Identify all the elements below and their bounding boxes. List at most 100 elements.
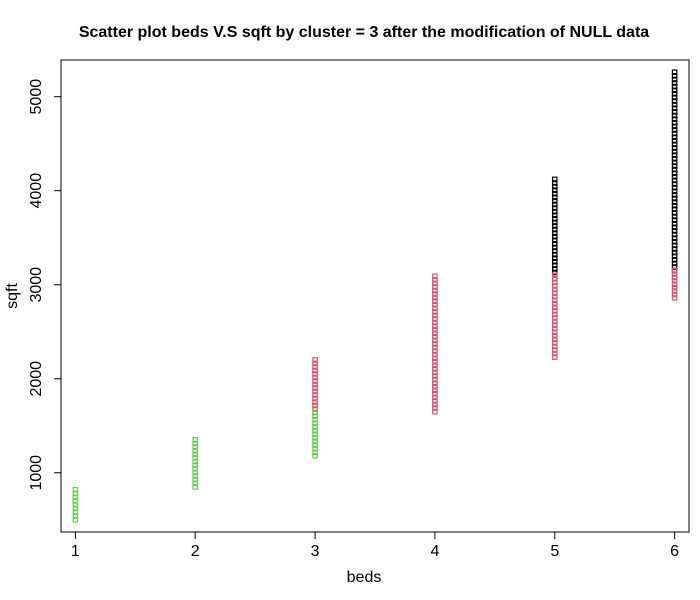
scatter-point xyxy=(671,98,678,104)
scatter-point xyxy=(432,298,438,305)
scatter-point xyxy=(312,367,318,374)
scatter-point xyxy=(671,220,678,227)
scatter-point xyxy=(432,408,438,415)
scatter-point xyxy=(312,424,318,430)
scatter-point xyxy=(192,447,199,454)
scatter-point xyxy=(671,130,678,137)
scatter-point xyxy=(432,312,438,319)
y-tick-label: 5000 xyxy=(28,79,45,115)
scatter-point xyxy=(671,213,678,220)
scatter-point xyxy=(312,417,318,423)
scatter-point xyxy=(551,176,558,183)
scatter-point xyxy=(312,406,318,412)
scatter-point xyxy=(671,195,678,202)
scatter-point xyxy=(312,438,318,445)
scatter-point xyxy=(671,134,678,140)
scatter-point xyxy=(671,291,678,298)
scatter-point xyxy=(551,241,558,247)
scatter-point xyxy=(432,351,438,358)
scatter-point xyxy=(671,112,678,119)
scatter-point xyxy=(551,354,558,360)
scatter-point xyxy=(432,366,438,372)
scatter-point xyxy=(551,279,558,286)
scatter-point xyxy=(551,332,558,339)
scatter-point xyxy=(671,278,678,284)
scatter-point xyxy=(671,83,678,90)
scatter-point xyxy=(671,94,678,101)
scatter-point xyxy=(671,80,678,86)
scatter-point xyxy=(671,137,678,144)
scatter-point xyxy=(671,295,678,301)
scatter-point xyxy=(671,281,678,288)
scatter-point xyxy=(671,177,678,184)
scatter-point xyxy=(432,376,438,383)
scatter-point xyxy=(312,399,318,405)
scatter-point xyxy=(551,304,558,311)
y-tick-label: 2000 xyxy=(28,361,45,397)
scatter-point xyxy=(671,242,678,249)
scatter-point xyxy=(671,181,678,187)
scatter-point xyxy=(671,155,678,162)
scatter-point xyxy=(671,127,678,133)
scatter-point xyxy=(551,258,558,265)
scatter-point xyxy=(551,308,558,314)
scatter-point xyxy=(312,409,318,416)
scatter-point xyxy=(551,244,558,251)
scatter-point xyxy=(432,326,438,333)
scatter-point xyxy=(192,469,199,476)
scatter-point xyxy=(312,431,318,438)
plot-frame xyxy=(60,59,690,533)
scatter-point xyxy=(551,212,558,219)
scatter-point xyxy=(671,249,678,256)
scatter-point xyxy=(671,159,678,166)
scatter-point xyxy=(551,293,558,300)
scatter-point xyxy=(312,413,318,419)
scatter-point xyxy=(551,283,558,289)
scatter-point xyxy=(671,231,678,238)
scatter-point xyxy=(671,202,678,209)
scatter-point xyxy=(551,230,558,236)
scatter-point xyxy=(312,385,318,391)
scatter-point xyxy=(312,453,318,459)
scatter-point xyxy=(72,501,79,508)
scatter-point xyxy=(551,226,558,233)
scatter-point xyxy=(671,116,678,122)
scatter-point xyxy=(432,373,438,379)
scatter-point xyxy=(671,152,678,158)
scatter-point xyxy=(551,219,558,226)
scatter-point xyxy=(551,223,558,229)
cluster-1-points xyxy=(551,69,678,276)
x-tick-label: 6 xyxy=(670,543,679,560)
scatter-point xyxy=(671,260,678,267)
scatter-point xyxy=(312,449,318,456)
scatter-point xyxy=(671,73,678,79)
scatter-point xyxy=(671,91,678,97)
scatter-point xyxy=(192,451,199,458)
scatter-point xyxy=(192,444,199,450)
x-axis-label: beds xyxy=(347,569,382,586)
scatter-point xyxy=(671,228,678,234)
y-axis-label: sqft xyxy=(4,283,21,309)
scatter-point xyxy=(432,383,438,390)
scatter-point xyxy=(432,309,438,315)
scatter-point xyxy=(671,163,678,169)
scatter-point xyxy=(551,297,558,304)
scatter-point xyxy=(551,255,558,261)
scatter-point xyxy=(671,217,678,223)
scatter-point xyxy=(432,387,438,394)
scatter-point xyxy=(192,458,199,465)
scatter-point xyxy=(432,277,438,283)
scatter-point xyxy=(671,148,678,155)
scatter-point xyxy=(432,391,438,397)
scatter-point xyxy=(671,145,678,151)
scatter-point xyxy=(551,329,558,336)
scatter-point xyxy=(312,420,318,427)
scatter-point xyxy=(312,445,318,452)
scatter-point xyxy=(551,269,558,276)
scatter-point xyxy=(432,355,438,362)
scatter-point xyxy=(192,455,199,461)
scatter-point xyxy=(432,358,438,365)
scatter-point xyxy=(432,330,438,337)
scatter-point xyxy=(671,238,678,245)
scatter-point xyxy=(432,316,438,322)
